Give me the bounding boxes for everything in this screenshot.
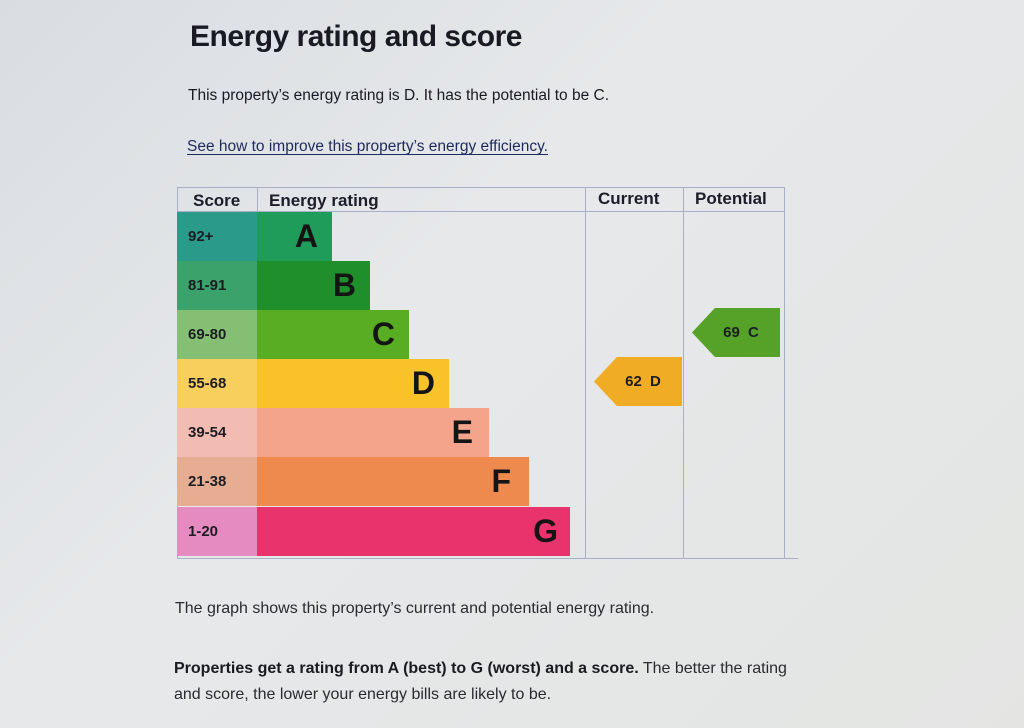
chart-border-right [784,187,785,559]
chart-border-top [177,187,785,188]
band-score: 1-20 [177,507,257,556]
energy-rating-chart: Score Energy rating Current Potential 92… [177,187,798,559]
improve-efficiency-link[interactable]: See how to improve this property’s energ… [187,138,548,155]
header-current: Current [598,189,660,208]
rating-summary-rest: The better the rating and score, the low… [174,660,787,703]
header-score: Score [193,191,241,210]
band-bar: B [257,261,370,310]
header-potential: Potential [695,189,767,208]
band-score: 92+ [177,212,257,261]
chart-border-bottom [177,558,798,559]
column-divider [585,187,586,559]
band-score: 69-80 [177,310,257,359]
band-a: 92+ A [177,212,332,261]
intro-text: This property’s energy rating is D. It h… [188,87,610,104]
band-bar: G [257,507,570,556]
band-score: 55-68 [177,359,257,408]
band-bar: A [257,212,332,261]
band-bar: E [257,408,489,457]
column-divider [683,187,684,559]
current-rating-arrow: 62 D [594,357,682,406]
band-score: 39-54 [177,408,257,457]
header-divider [177,211,785,212]
band-bar: F [257,457,529,506]
band-score: 21-38 [177,457,257,506]
header-energy-rating: Energy rating [269,191,379,210]
graph-note: The graph shows this property’s current … [175,600,655,617]
rating-summary-bold: Properties get a rating from A (best) to… [174,660,639,677]
potential-rating-arrow: 69 C [692,308,780,357]
band-bar: D [257,359,449,408]
page-title: Energy rating and score [190,20,522,53]
column-divider [257,187,258,211]
rating-summary: Properties get a rating from A (best) to… [174,656,814,708]
band-bar: C [257,310,409,359]
band-score: 81-91 [177,261,257,310]
